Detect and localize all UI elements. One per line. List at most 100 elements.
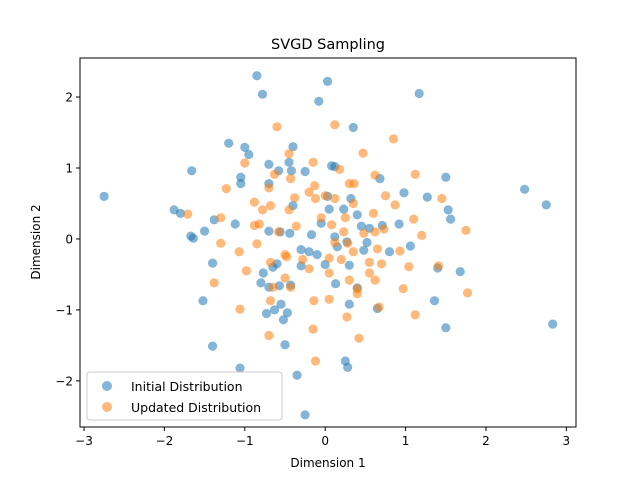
point-initial	[296, 245, 306, 255]
point-updated	[352, 289, 362, 299]
point-initial	[520, 184, 530, 194]
point-updated	[358, 148, 368, 158]
point-updated	[359, 228, 369, 238]
point-initial	[175, 208, 186, 218]
point-initial	[256, 278, 266, 288]
point-initial	[384, 247, 395, 257]
point-initial	[443, 205, 453, 215]
point-initial	[198, 296, 208, 306]
point-updated	[257, 205, 268, 215]
point-initial	[99, 191, 109, 201]
plot-frame	[79, 57, 577, 428]
point-initial	[405, 241, 415, 251]
point-initial	[344, 260, 354, 270]
x-tick-label: 1	[402, 434, 410, 448]
point-initial	[264, 226, 274, 236]
point-initial	[257, 89, 268, 99]
point-initial	[244, 149, 254, 160]
point-updated	[240, 158, 250, 168]
point-updated	[249, 197, 259, 207]
point-updated	[344, 275, 354, 285]
point-initial	[324, 204, 334, 214]
point-updated	[330, 120, 340, 130]
point-updated	[284, 205, 294, 215]
point-initial	[236, 179, 246, 189]
point-initial	[414, 88, 424, 99]
point-initial	[252, 71, 262, 81]
point-updated	[310, 181, 320, 191]
point-initial	[278, 315, 288, 325]
x-tick-label: −2	[156, 434, 174, 448]
point-initial	[208, 341, 218, 351]
point-updated	[342, 312, 352, 322]
point-updated	[254, 219, 264, 229]
x-axis: −3 −2 −1 0 1 2 3	[75, 427, 570, 448]
point-initial	[258, 268, 268, 278]
point-updated	[183, 209, 193, 219]
point-updated	[348, 247, 358, 257]
point-updated	[286, 174, 296, 184]
point-updated	[272, 122, 282, 132]
point-initial	[362, 237, 372, 248]
point-updated	[395, 246, 405, 256]
point-updated	[374, 302, 384, 312]
y-axis: −2 −1 0 1 2	[55, 91, 80, 388]
point-updated	[376, 259, 387, 269]
legend-marker-initial	[102, 381, 112, 391]
point-initial	[264, 159, 274, 169]
point-initial	[284, 157, 294, 167]
point-updated	[349, 179, 359, 189]
point-initial	[541, 200, 551, 210]
point-updated	[216, 238, 226, 248]
point-updated	[304, 187, 314, 197]
point-updated	[320, 191, 330, 201]
point-updated	[308, 324, 318, 334]
legend-box	[86, 371, 283, 421]
point-updated	[304, 264, 314, 274]
point-initial	[323, 76, 333, 86]
legend: Initial Distribution Updated Distributio…	[86, 371, 283, 421]
point-initial	[304, 247, 314, 257]
point-updated	[264, 330, 274, 341]
point-updated	[370, 227, 380, 237]
point-initial	[187, 166, 197, 176]
point-initial	[292, 370, 302, 380]
point-updated	[437, 193, 447, 204]
point-updated	[316, 213, 326, 223]
point-initial	[285, 228, 295, 238]
point-updated	[284, 149, 294, 159]
legend-label-updated: Updated Distribution	[131, 400, 261, 415]
point-initial	[300, 166, 310, 177]
x-tick-label: 0	[321, 434, 329, 448]
y-axis-label: Dimension 2	[29, 204, 43, 279]
point-initial	[200, 226, 210, 236]
point-initial	[446, 214, 456, 224]
point-updated	[335, 164, 345, 174]
point-updated	[364, 268, 374, 278]
point-initial	[235, 363, 245, 373]
point-initial	[339, 204, 349, 214]
legend-label-initial: Initial Distribution	[131, 379, 243, 394]
point-initial	[240, 142, 250, 152]
point-updated	[221, 184, 231, 194]
point-initial	[312, 250, 322, 260]
point-updated	[290, 193, 300, 203]
y-tick-label: 1	[65, 161, 73, 175]
y-tick-label: 0	[65, 232, 73, 246]
point-updated	[370, 170, 380, 180]
point-initial	[344, 299, 354, 309]
point-updated	[280, 273, 290, 283]
point-updated	[235, 304, 245, 314]
point-initial	[359, 245, 369, 255]
point-initial	[300, 410, 310, 420]
point-updated	[324, 253, 334, 263]
point-updated	[390, 200, 400, 210]
point-updated	[286, 282, 296, 292]
point-updated	[404, 262, 414, 272]
point-initial	[208, 258, 218, 268]
point-updated	[409, 214, 419, 224]
point-initial	[286, 166, 296, 176]
point-updated	[310, 356, 321, 366]
point-updated	[372, 244, 382, 254]
chart-title: SVGD Sampling	[271, 37, 385, 53]
